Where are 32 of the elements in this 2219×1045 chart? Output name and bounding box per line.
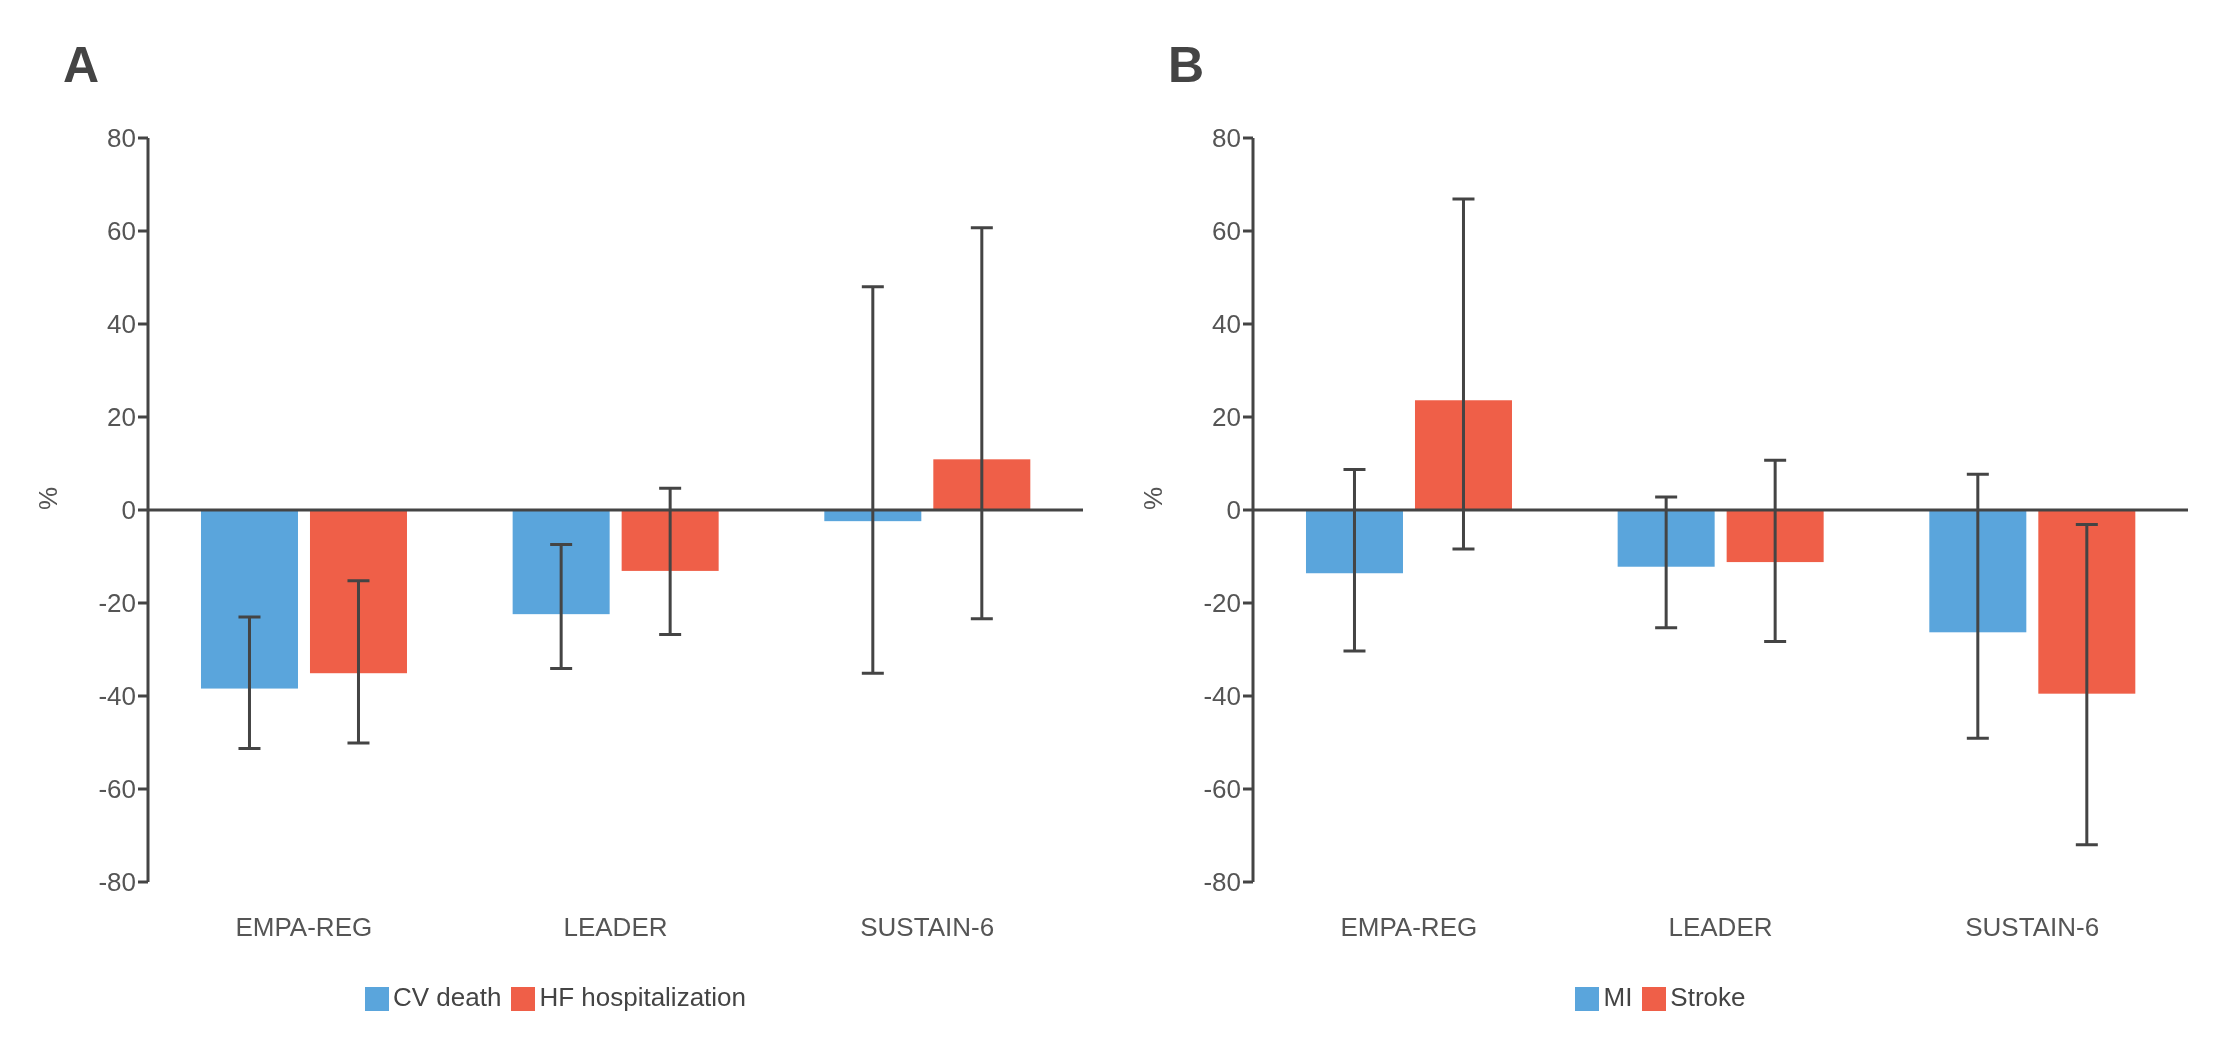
chart-title: A [63,36,100,94]
legend-label: Stroke [1670,982,1746,1012]
y-tick-label: 40 [107,309,136,340]
x-tick-label: SUSTAIN-6 [1965,912,2100,943]
y-tick-label: 0 [121,495,136,526]
y-tick-label: -20 [1203,588,1241,619]
x-tick-label: SUSTAIN-6 [860,912,995,943]
y-tick-label: -20 [98,588,136,619]
y-axis-title: % [1138,486,1169,510]
y-tick-label: 40 [1212,309,1241,340]
x-tick-label: LEADER [563,912,668,943]
x-tick-label: EMPA-REG [1340,912,1478,943]
y-tick-label: 20 [1212,402,1241,433]
y-tick-label: 20 [107,402,136,433]
x-tick-label: LEADER [1668,912,1773,943]
y-tick-label: -60 [98,774,136,805]
y-tick-label: 60 [107,216,136,247]
y-tick-label: -60 [1203,774,1241,805]
y-axis-title: % [33,486,64,510]
y-tick-label: 60 [1212,216,1241,247]
legend-label: CV death [392,982,502,1012]
y-tick-label: -40 [98,681,136,712]
y-tick-label: -80 [1203,867,1241,898]
y-tick-label: 80 [107,123,136,154]
chart-title: B [1168,36,1205,94]
legend-label: HF hospitalization [539,982,747,1012]
y-tick-label: 80 [1212,123,1241,154]
x-tick-label: EMPA-REG [235,912,373,943]
legend-label: MI [1603,982,1633,1012]
y-tick-label: -40 [1203,681,1241,712]
y-tick-label: 0 [1226,495,1241,526]
y-tick-label: -80 [98,867,136,898]
